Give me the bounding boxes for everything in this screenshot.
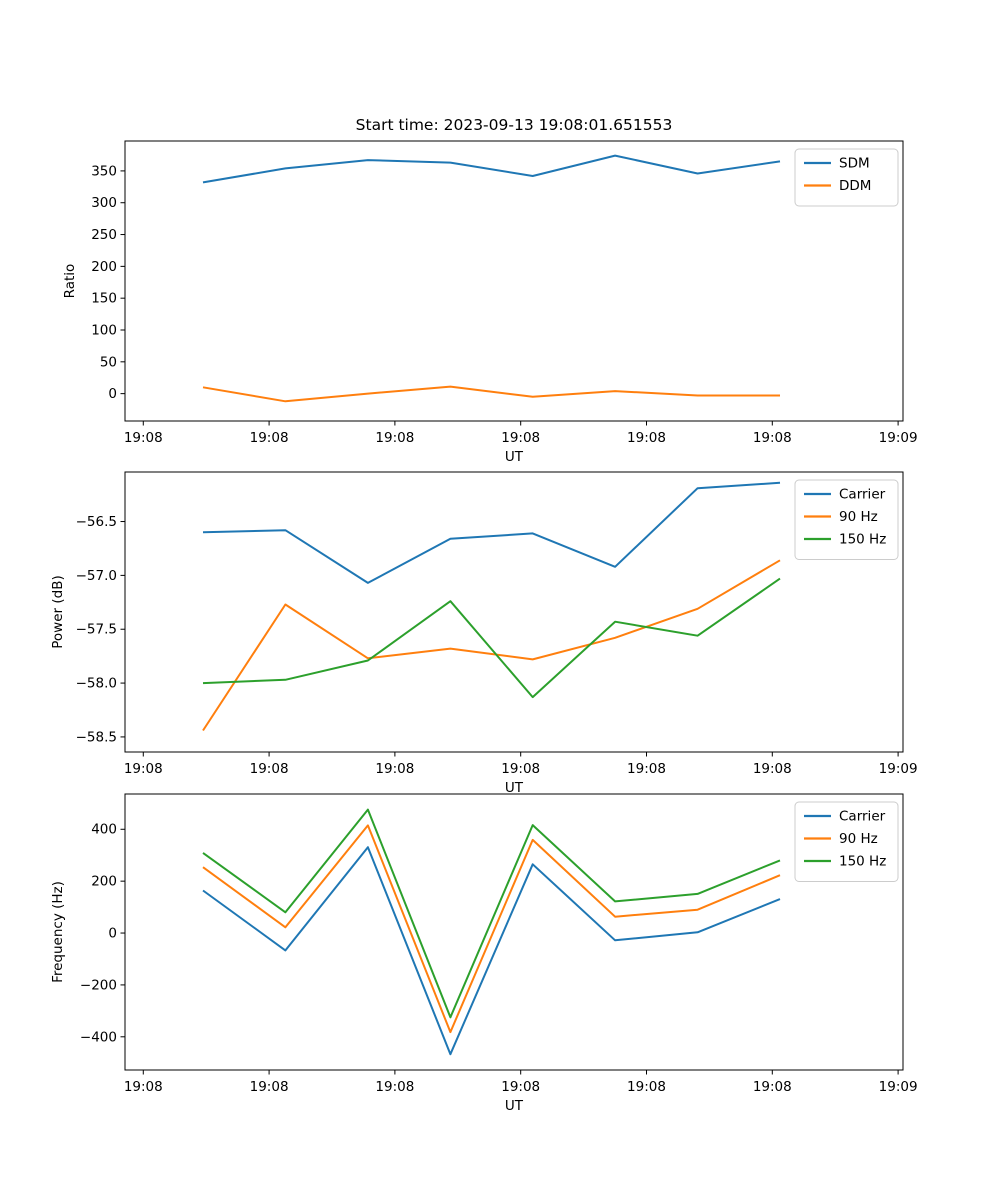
x-tick-label: 19:08 xyxy=(501,761,540,777)
y-tick-label: 250 xyxy=(91,227,117,243)
legend-label: 150 Hz xyxy=(839,854,886,870)
subplot-frequency: 400 200 0 −200 −400 19:08 19:08 19:08 19:08 19:08… xyxy=(50,793,918,1114)
legend-label: Carrier xyxy=(839,487,886,503)
y-tick-label: −57.5 xyxy=(76,622,117,638)
x-axis-label: UT xyxy=(505,1098,524,1114)
x-tick-label: 19:08 xyxy=(753,1079,792,1095)
y-tick-label: 300 xyxy=(91,195,117,211)
series-line-ddm xyxy=(202,385,780,403)
x-tick-label: 19:08 xyxy=(124,761,163,777)
y-tick-label: 50 xyxy=(100,354,117,370)
plot-frame xyxy=(124,793,904,1071)
y-tick-label: −200 xyxy=(80,977,117,993)
legend-label: Carrier xyxy=(839,809,886,825)
x-tick-label: 19:08 xyxy=(250,761,289,777)
x-tick-label: 19:08 xyxy=(627,1079,666,1095)
subplot-power: −56.5 −57.0 −57.5 −58.0 −58.5 19:08 19:08 19:08… xyxy=(50,471,918,796)
y-tick-label: −400 xyxy=(80,1029,117,1045)
x-tick-label: 19:09 xyxy=(879,1079,918,1095)
x-tick-label: 19:08 xyxy=(627,430,666,446)
x-tick-label: 19:08 xyxy=(375,430,414,446)
x-tick-label: 19:08 xyxy=(501,430,540,446)
legend-label: 150 Hz xyxy=(839,532,886,548)
x-tick-label: 19:08 xyxy=(250,1079,289,1095)
x-axis-label: UT xyxy=(505,449,524,465)
legend: Carrier 90 Hz 150 Hz xyxy=(794,479,899,560)
y-tick-label: 350 xyxy=(91,163,117,179)
y-axis-label: Power (dB) xyxy=(50,575,66,648)
y-tick-label: −56.5 xyxy=(76,514,117,530)
series-line-150-hz xyxy=(202,577,781,699)
series-line-carrier xyxy=(202,846,781,1056)
series-line-90-hz xyxy=(202,559,781,732)
y-axis-label: Frequency (Hz) xyxy=(50,881,66,983)
x-tick-label: 19:08 xyxy=(124,1079,163,1095)
y-tick-label: 200 xyxy=(91,259,117,275)
x-tick-label: 19:08 xyxy=(753,761,792,777)
x-tick-label: 19:08 xyxy=(124,430,163,446)
x-axis-label: UT xyxy=(505,780,524,796)
y-tick-label: 200 xyxy=(91,874,117,890)
x-tick-label: 19:08 xyxy=(627,761,666,777)
x-tick-label: 19:08 xyxy=(501,1079,540,1095)
legend: SDM DDM xyxy=(794,148,899,207)
figure-title: Start time: 2023-09-13 19:08:01.651553 xyxy=(356,116,673,134)
y-tick-label: 0 xyxy=(108,925,117,941)
y-tick-label: −57.0 xyxy=(76,568,117,584)
y-tick-label: 100 xyxy=(91,322,117,338)
series-line-carrier xyxy=(202,481,781,584)
y-axis-label: Ratio xyxy=(62,264,78,299)
x-tick-label: 19:08 xyxy=(250,430,289,446)
subplot-ratio: Start time: 2023-09-13 19:08:01.651553 35… xyxy=(62,116,918,465)
y-tick-label: 150 xyxy=(91,291,117,307)
legend-label: SDM xyxy=(839,156,870,172)
legend-label: 90 Hz xyxy=(839,831,878,847)
x-tick-label: 19:08 xyxy=(375,1079,414,1095)
series-line-150-hz xyxy=(202,808,781,1019)
y-tick-label: −58.5 xyxy=(76,729,117,745)
x-tick-label: 19:09 xyxy=(879,761,918,777)
x-tick-label: 19:08 xyxy=(375,761,414,777)
x-tick-label: 19:08 xyxy=(753,430,792,446)
y-tick-label: 0 xyxy=(108,386,117,402)
series-line-90-hz xyxy=(202,824,781,1034)
x-tick-label: 19:09 xyxy=(879,430,918,446)
legend: Carrier 90 Hz 150 Hz xyxy=(794,801,899,882)
plot-frame xyxy=(124,140,904,422)
series-line-sdm xyxy=(202,154,781,184)
legend-label: 90 Hz xyxy=(839,509,878,525)
y-tick-label: −58.0 xyxy=(76,676,117,692)
plot-frame xyxy=(124,471,904,753)
legend-label: DDM xyxy=(839,178,871,194)
y-tick-label: 400 xyxy=(91,822,117,838)
